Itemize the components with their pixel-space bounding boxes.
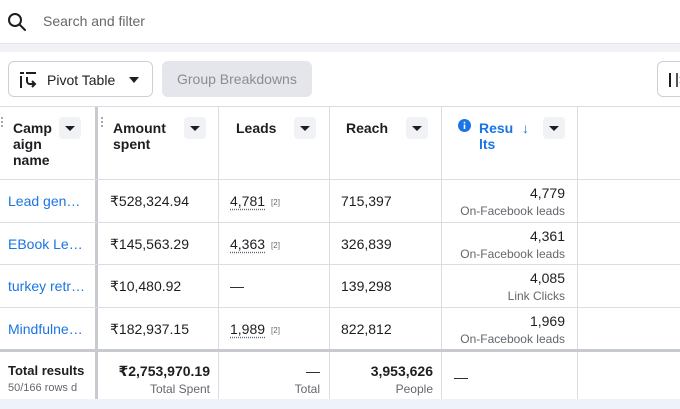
side-panel-button[interactable]: [657, 61, 680, 97]
amount-spent-value: ₹145,563.29: [110, 236, 189, 252]
column-menu-button[interactable]: [543, 117, 565, 139]
leads-number[interactable]: 4,363: [230, 236, 266, 252]
header-text: name: [13, 152, 50, 168]
leads-number[interactable]: 1,989: [230, 321, 266, 337]
pivot-table-icon: [20, 72, 37, 88]
rows-info: 50/166 rows d: [8, 382, 78, 394]
toolbar: Pivot Table Group Breakdowns: [0, 52, 680, 106]
total-amount-caption: Total Spent: [149, 382, 210, 396]
column-divider: [329, 107, 330, 400]
header-text: spent: [113, 136, 151, 152]
group-breakdowns-button[interactable]: Group Breakdowns: [162, 61, 312, 97]
divider: [0, 44, 680, 52]
group-breakdowns-label: Group Breakdowns: [177, 71, 297, 87]
totals-divider: [0, 349, 680, 352]
total-leads-caption: Total: [294, 382, 320, 396]
footer-band: [0, 399, 680, 409]
total-leads: —: [306, 363, 320, 379]
header-text: Resu: [479, 120, 514, 136]
amount-spent-value: ₹528,324.94: [110, 193, 189, 209]
header-text: Camp: [13, 120, 52, 136]
results-value: 1,969: [529, 313, 565, 329]
total-reach: 3,953,626: [370, 363, 433, 379]
amount-spent-value: ₹182,937.15: [110, 321, 189, 337]
results-type: On-Facebook leads: [460, 247, 565, 261]
side-panel-icon: [669, 73, 680, 87]
column-menu-button[interactable]: [294, 117, 316, 139]
total-amount-spent: ₹2,753,970.19: [118, 363, 211, 379]
drag-handle-icon[interactable]: [1, 117, 4, 129]
reach-value: 139,298: [341, 278, 392, 294]
column-header-leads[interactable]: Leads: [236, 120, 277, 136]
results-value: 4,085: [529, 270, 565, 286]
reach-value: 715,397: [341, 193, 392, 209]
sort-descending-icon[interactable]: ↓: [522, 120, 529, 136]
campaign-name-link[interactable]: Mindfulne…: [8, 321, 83, 337]
amount-spent-value: ₹10,480.92: [110, 278, 182, 294]
campaign-name-link[interactable]: turkey retr…: [8, 278, 86, 294]
reach-value: 326,839: [341, 236, 392, 252]
attribution-ref: [2]: [271, 325, 280, 335]
row-divider: [0, 179, 680, 180]
search-icon: [8, 13, 26, 31]
leads-value[interactable]: 1,989 [2]: [230, 321, 280, 337]
campaign-name-link[interactable]: Lead gen…: [8, 193, 81, 209]
results-table: Camp aign name Amount spent Leads Reach …: [0, 106, 680, 400]
results-type: Link Clicks: [507, 289, 565, 303]
results-value: 4,361: [529, 228, 565, 244]
results-type: On-Facebook leads: [460, 332, 565, 346]
info-icon[interactable]: [458, 119, 471, 132]
attribution-ref: [2]: [271, 240, 280, 250]
header-text: aign: [13, 136, 42, 152]
search-bar[interactable]: Search and filter: [0, 0, 680, 44]
column-menu-button[interactable]: [59, 117, 81, 139]
total-results: —: [454, 369, 468, 385]
pivot-table-label: Pivot Table: [47, 72, 116, 88]
column-menu-button[interactable]: [406, 117, 428, 139]
campaign-name-link[interactable]: EBook Le…: [8, 236, 83, 252]
leads-value[interactable]: 4,363 [2]: [230, 236, 280, 252]
leads-value: —: [230, 278, 244, 294]
column-menu-button[interactable]: [184, 117, 206, 139]
drag-handle-icon[interactable]: [101, 117, 104, 129]
column-divider: [441, 107, 442, 400]
header-text: lts: [479, 136, 496, 152]
row-divider: [0, 264, 680, 265]
header-text: Amount: [113, 120, 166, 136]
search-input[interactable]: Search and filter: [43, 13, 145, 29]
leads-value[interactable]: 4,781 [2]: [230, 193, 280, 209]
column-divider: [577, 107, 578, 400]
totals-label: Total results: [8, 363, 85, 378]
results-type: On-Facebook leads: [460, 204, 565, 218]
total-reach-caption: People: [395, 382, 433, 396]
column-header-amount-spent[interactable]: Amount spent: [113, 120, 166, 152]
attribution-ref: [2]: [271, 197, 280, 207]
chevron-down-icon: [129, 77, 139, 83]
reach-value: 822,812: [341, 321, 392, 337]
column-header-results[interactable]: Resu lts: [479, 120, 513, 152]
column-divider[interactable]: [95, 107, 98, 400]
column-divider: [218, 107, 219, 400]
column-header-reach[interactable]: Reach: [346, 120, 389, 136]
column-header-campaign-name[interactable]: Camp aign name: [13, 120, 52, 168]
leads-number[interactable]: 4,781: [230, 193, 266, 209]
row-divider: [0, 307, 680, 308]
results-value: 4,779: [529, 185, 565, 201]
pivot-table-dropdown[interactable]: Pivot Table: [8, 61, 153, 97]
row-divider: [0, 222, 680, 223]
